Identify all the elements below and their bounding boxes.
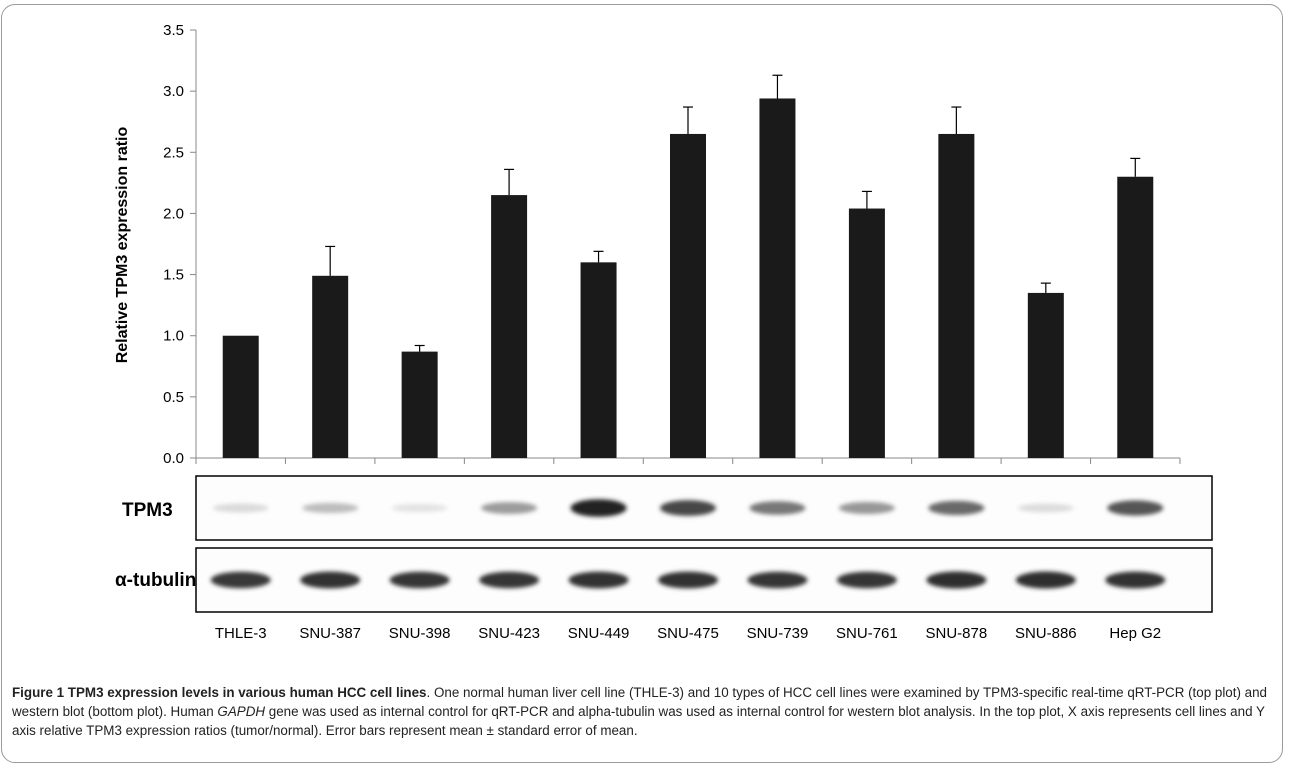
y-tick-label: 0.5 <box>163 389 184 406</box>
blot-band <box>212 503 269 513</box>
tpm3-blot-label: TPM3 <box>122 500 173 521</box>
y-tick-label: 3.5 <box>163 22 184 39</box>
blot-band <box>568 571 629 589</box>
x-tick-label: SNU-761 <box>836 625 898 642</box>
y-tick-label: 3.0 <box>163 83 184 100</box>
caption-gene-name: GAPDH <box>217 704 266 719</box>
blot-band <box>747 571 808 589</box>
bar-chart: Relative TPM3 expression ratio 0.0 0.5 1.0… <box>114 22 1213 642</box>
x-tick-label: SNU-475 <box>657 625 719 642</box>
y-axis-label: Relative TPM3 expression ratio <box>114 127 131 364</box>
bar <box>401 351 438 458</box>
bar <box>1027 292 1064 458</box>
blot-band <box>570 499 627 517</box>
bar <box>759 98 796 458</box>
caption-text-2: gene was used as internal control for qR… <box>12 704 1265 738</box>
figure-caption: Figure 1 TPM3 expression levels in vario… <box>12 683 1274 740</box>
x-tick-label: Hep G2 <box>1109 625 1161 642</box>
y-tick-label: 1.5 <box>163 267 184 284</box>
blot-band <box>660 500 716 516</box>
x-tick-labels: THLE-3 SNU-387 SNU-398 SNU-423 SNU-449 SNU-47… <box>215 625 1161 642</box>
y-tick-label: 2.5 <box>163 144 184 161</box>
bar <box>938 133 975 458</box>
x-tick-label: SNU-398 <box>389 625 451 642</box>
caption-title: Figure 1 TPM3 expression levels in vario… <box>12 685 427 700</box>
blot-band <box>1015 571 1076 589</box>
blot-band <box>210 571 271 589</box>
x-tick-label: SNU-739 <box>747 625 809 642</box>
blot-band <box>838 501 895 515</box>
bar <box>222 335 259 458</box>
bar <box>1117 176 1154 458</box>
blot-band <box>389 571 450 589</box>
figure-frame <box>1 4 1283 763</box>
blot-band <box>749 501 806 515</box>
tubulin-blot-label: α-tubulin <box>115 570 196 591</box>
blot-band <box>479 571 540 589</box>
x-tick-label: SNU-878 <box>926 625 988 642</box>
blot-band <box>1105 571 1166 589</box>
western-blots <box>195 475 1213 613</box>
bar <box>848 208 885 458</box>
blot-band <box>302 502 359 514</box>
blot-band <box>928 500 985 516</box>
y-tick-label: 1.0 <box>163 328 184 345</box>
blot-band <box>926 571 987 589</box>
caption-text-1: . One normal human liver cell line (THLE… <box>12 685 1267 719</box>
bar <box>491 195 528 459</box>
blot-band <box>300 571 361 589</box>
bar <box>580 262 617 458</box>
blot-band <box>836 571 897 589</box>
y-tick-label: 2.0 <box>163 205 184 222</box>
blot-band <box>1107 500 1164 516</box>
x-tick-label: SNU-387 <box>299 625 361 642</box>
bar <box>312 275 349 458</box>
x-tick-label: SNU-423 <box>478 625 540 642</box>
bars <box>222 74 1154 459</box>
x-tick-label: SNU-886 <box>1015 625 1077 642</box>
blot-band <box>481 502 538 514</box>
bar <box>670 133 706 458</box>
blot-band <box>1017 503 1074 513</box>
x-tick-label: SNU-449 <box>568 625 630 642</box>
y-tick-label: 0.0 <box>163 450 184 467</box>
blot-band <box>658 571 718 589</box>
x-tick-label: THLE-3 <box>215 625 267 642</box>
blot-band <box>391 503 448 513</box>
